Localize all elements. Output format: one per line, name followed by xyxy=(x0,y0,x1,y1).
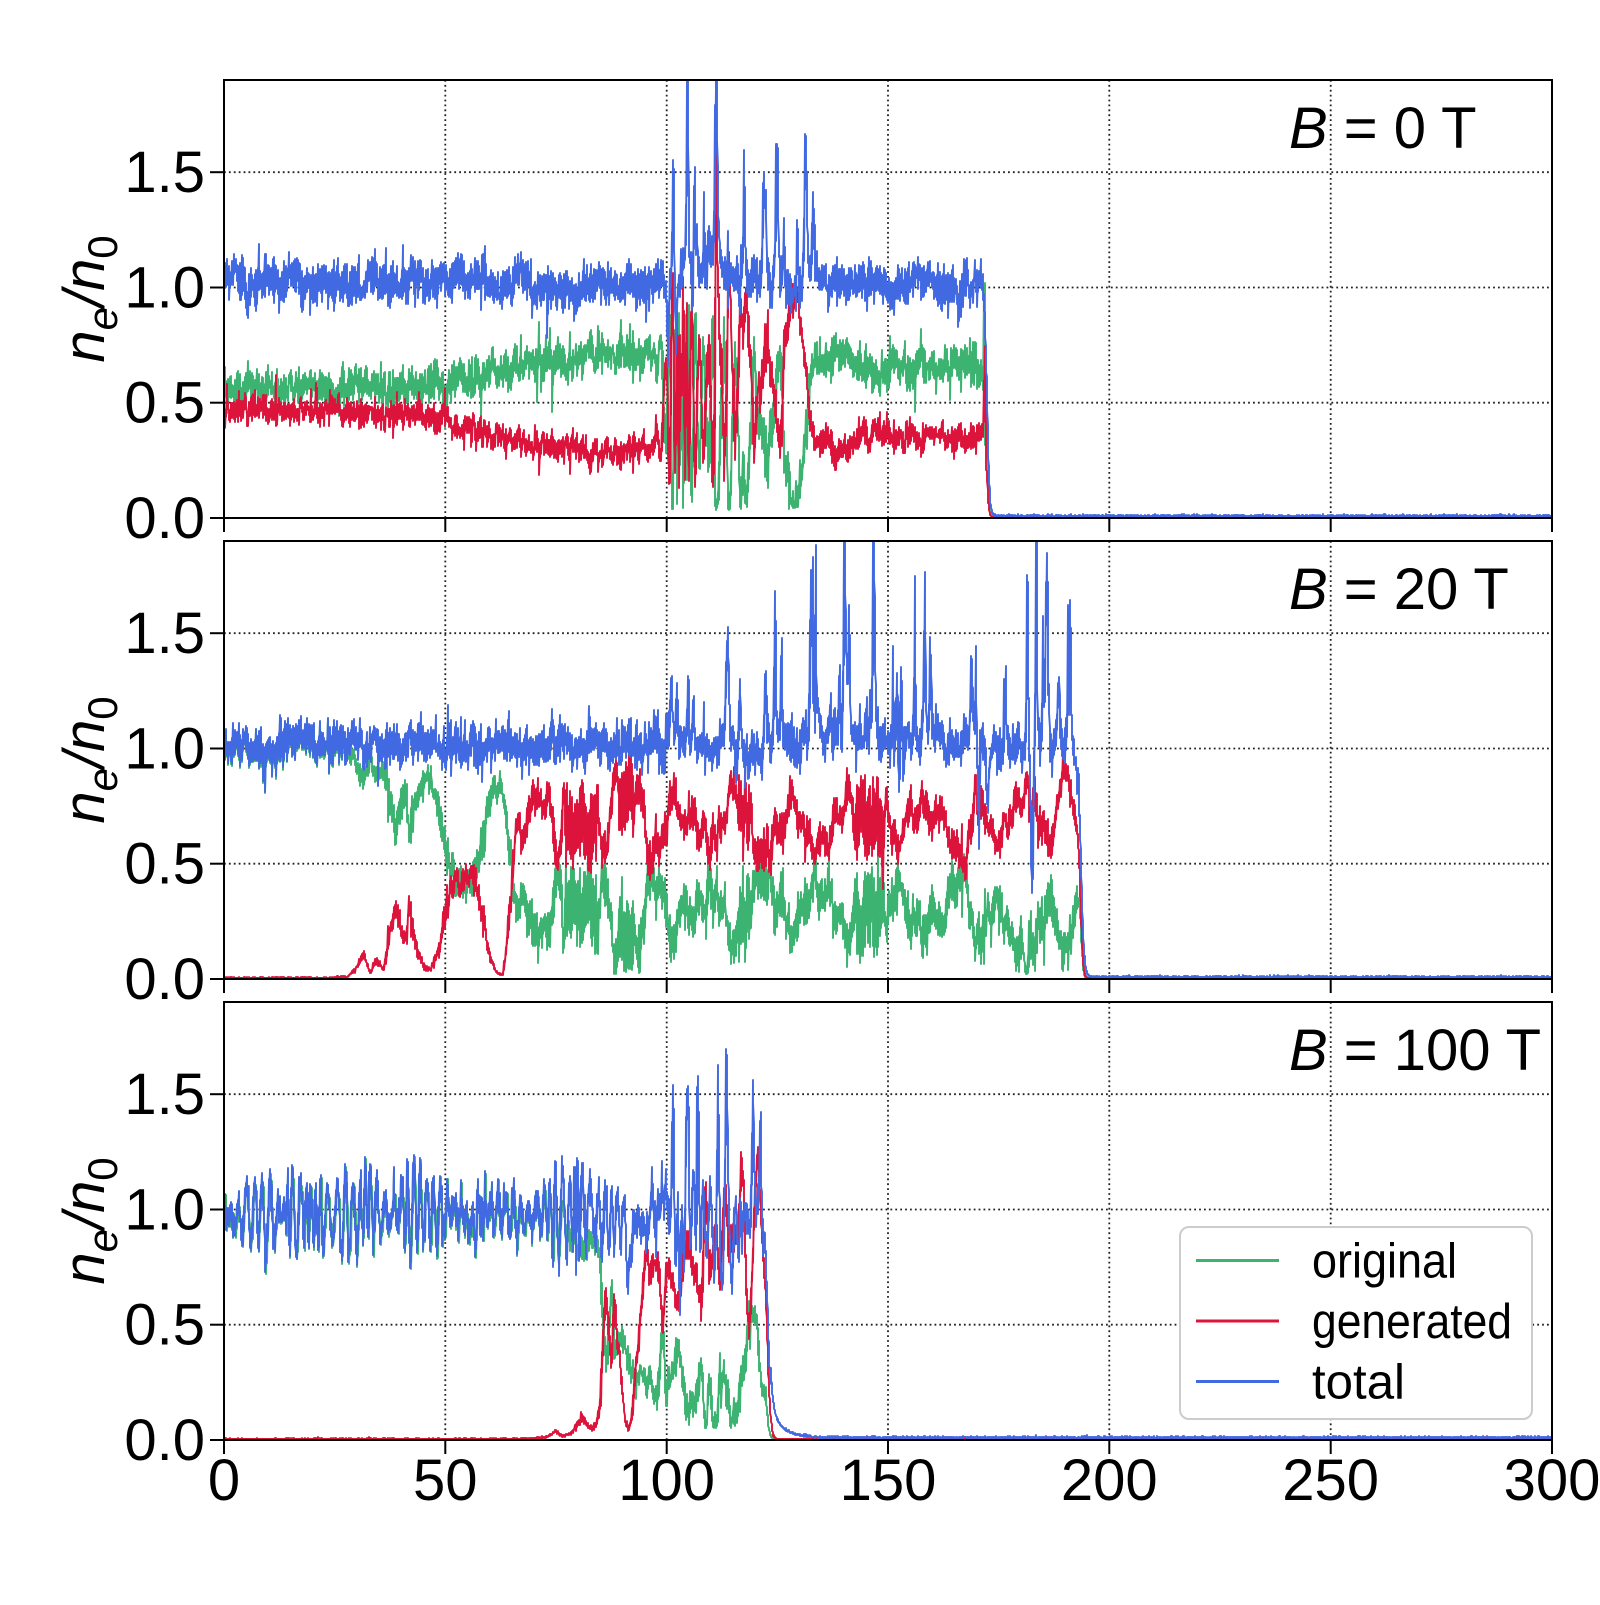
svg-text:0.0: 0.0 xyxy=(124,947,205,1012)
svg-text:1.5: 1.5 xyxy=(124,1062,205,1127)
svg-text:ne/n0: ne/n0 xyxy=(52,235,126,362)
svg-text:1.5: 1.5 xyxy=(124,140,205,205)
svg-text:0: 0 xyxy=(208,1448,240,1513)
svg-text:1.0: 1.0 xyxy=(124,717,205,782)
svg-text:0.0: 0.0 xyxy=(124,486,205,551)
svg-text:50: 50 xyxy=(413,1448,478,1513)
svg-text:ne/n0: ne/n0 xyxy=(52,696,126,823)
svg-text:0.5: 0.5 xyxy=(124,371,205,436)
svg-text:0.5: 0.5 xyxy=(124,1293,205,1358)
svg-text:0.5: 0.5 xyxy=(124,832,205,897)
svg-text:generated: generated xyxy=(1312,1295,1512,1349)
svg-text:B = 0 T: B = 0 T xyxy=(1289,96,1477,161)
svg-text:B = 20 T: B = 20 T xyxy=(1289,557,1509,622)
svg-text:B = 100 T: B = 100 T xyxy=(1289,1018,1541,1083)
svg-text:150: 150 xyxy=(840,1448,937,1513)
svg-text:original: original xyxy=(1312,1235,1457,1289)
svg-text:0.0: 0.0 xyxy=(124,1408,205,1473)
svg-text:100: 100 xyxy=(618,1448,715,1513)
svg-text:1.0: 1.0 xyxy=(124,256,205,321)
svg-text:200: 200 xyxy=(1061,1448,1158,1513)
svg-text:total: total xyxy=(1312,1356,1405,1410)
svg-text:1.5: 1.5 xyxy=(124,601,205,666)
svg-text:ne/n0: ne/n0 xyxy=(52,1157,126,1284)
svg-text:250: 250 xyxy=(1282,1448,1379,1513)
svg-text:1.0: 1.0 xyxy=(124,1178,205,1243)
svg-text:300: 300 xyxy=(1504,1448,1600,1513)
